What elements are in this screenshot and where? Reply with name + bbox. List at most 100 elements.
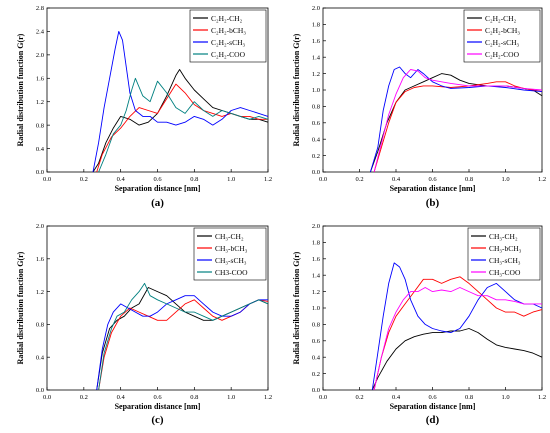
series-line-1	[92, 69, 269, 173]
legend-entry: C₂H₂-sCH₃	[211, 38, 245, 47]
chart-panel-1: 0.0 0.2 0.4 0.6 0.8 1.0 1.2 0.0 0.4 0.8 1.2 1.6 2.0 2…	[16, 5, 272, 209]
x-tick-label: 0.0	[43, 176, 51, 183]
y-tick-label: 2.0	[312, 5, 320, 12]
legend-entry: CH₃-COO	[489, 268, 521, 277]
y-tick-label: 2.0	[312, 223, 320, 230]
y-tick-label: 1.4	[312, 272, 321, 279]
series-line-3	[92, 30, 269, 173]
y-tick-label: 0.8	[312, 104, 320, 111]
x-tick-label: 0.2	[80, 394, 88, 401]
x-tick-label: 1.2	[538, 394, 546, 401]
y-tick-label: 0.8	[312, 322, 320, 329]
y-tick-label: 0.4	[312, 354, 321, 361]
legend-entry: CH₃-CH₂	[489, 232, 518, 241]
x-tick-label: 0.6	[428, 394, 437, 401]
series-line-4	[98, 77, 269, 173]
y-tick-label: 1.6	[36, 256, 45, 263]
series-line-2	[96, 83, 268, 173]
series-line-2	[373, 276, 543, 391]
y-tick-label: 0.0	[312, 387, 320, 394]
series-line-2	[373, 81, 543, 173]
y-tick-label: 1.2	[36, 289, 44, 296]
y-tick-label: 0.0	[36, 169, 44, 176]
y-tick-label: 0.4	[312, 136, 321, 143]
y-axis-label: Radial distribution function G(r)	[16, 33, 25, 146]
x-tick-label: 0.6	[428, 176, 437, 183]
x-tick-label: 1.0	[227, 394, 235, 401]
x-tick-label: 0.0	[43, 394, 51, 401]
legend-entry: C₂H₂-COO	[211, 50, 246, 59]
x-tick-label: 0.4	[117, 394, 126, 401]
panel-label: (c)	[151, 414, 164, 426]
y-tick-label: 1.8	[312, 240, 320, 247]
y-axis-label: Radial distribution function G(r)	[292, 33, 301, 146]
legend: C₂H₂-CH₂ C₂H₂-bCH₃ C₂H₂-sCH₃ C₂H₂-COO	[463, 9, 541, 63]
legend-entry: CH₃-CH₂	[215, 232, 244, 241]
chart-panel-3: 0.0 0.2 0.4 0.6 0.8 1.0 1.2 0.0 0.4 0.8 1.2 1.6 2.0 S…	[16, 223, 272, 426]
series-line-4	[98, 282, 269, 391]
chart-panel-4: 0.0 0.2 0.4 0.6 0.8 1.0 1.2 0.0 0.2 0.4 0.6 0.8 1.0 1…	[292, 223, 546, 426]
legend-entry: C₂H₂-bCH₃	[211, 26, 246, 35]
series-line-4	[373, 69, 543, 173]
x-tick-label: 0.8	[465, 176, 473, 183]
chart-panel-2: 0.0 0.2 0.4 0.6 0.8 1.0 1.2 0.0 0.2 0.4 0.6 0.8 1.0 1…	[292, 5, 546, 209]
y-axis-label: Radial distribution function G(r)	[292, 251, 301, 364]
x-tick-label: 0.2	[80, 176, 88, 183]
x-tick-label: 1.0	[227, 176, 235, 183]
x-tick-label: 0.6	[153, 394, 162, 401]
series-line-1	[371, 328, 543, 391]
x-tick-label: 0.6	[153, 176, 162, 183]
y-tick-label: 0.0	[312, 169, 320, 176]
y-tick-label: 1.0	[312, 87, 320, 94]
x-axis-label: Separation distance [nm]	[390, 402, 476, 411]
series-line-3	[369, 66, 543, 173]
legend: CH₃-CH₂ CH₃-bCH₃ CH₃-sCH₃ CH3-COO	[193, 227, 267, 281]
legend: C₂H₂-CH₂ C₂H₂-bCH₃ C₂H₂-sCH₃ C₂H₂-COO	[189, 9, 267, 63]
series-line-4	[373, 287, 542, 391]
legend-entry: CH₃-sCH₃	[215, 256, 247, 265]
x-tick-label: 1.2	[264, 394, 272, 401]
legend-entry: CH₃-bCH₃	[489, 244, 522, 253]
y-tick-label: 0.4	[36, 354, 45, 361]
x-tick-label: 0.4	[392, 176, 401, 183]
x-tick-label: 0.8	[190, 176, 198, 183]
series-line-3	[371, 262, 543, 391]
y-tick-label: 1.6	[312, 38, 321, 45]
series-line-1	[96, 287, 269, 391]
x-tick-label: 1.2	[264, 176, 272, 183]
y-tick-label: 2.4	[36, 29, 45, 36]
x-tick-label: 1.0	[501, 176, 509, 183]
x-tick-label: 0.2	[355, 394, 363, 401]
x-tick-label: 0.4	[117, 176, 126, 183]
legend-entry: CH₃-bCH₃	[215, 244, 248, 253]
panel-label: (a)	[151, 197, 164, 209]
legend-box	[193, 227, 267, 281]
x-tick-label: 0.8	[465, 394, 473, 401]
x-tick-label: 1.2	[538, 176, 546, 183]
legend-box	[463, 9, 541, 63]
x-tick-label: 0.4	[392, 394, 401, 401]
y-tick-label: 1.6	[36, 75, 45, 82]
y-axis-label: Radial distribution function G(r)	[16, 251, 25, 364]
y-tick-label: 1.8	[312, 22, 320, 29]
x-tick-label: 0.0	[319, 176, 327, 183]
x-tick-label: 0.8	[190, 394, 198, 401]
y-tick-label: 1.2	[312, 71, 320, 78]
y-tick-label: 0.2	[312, 371, 320, 378]
y-tick-label: 2.8	[36, 5, 44, 12]
y-tick-label: 2.0	[36, 52, 44, 59]
legend-entry: C₂H₂-CH₂	[485, 14, 517, 23]
legend-entry: C₂H₂-bCH₃	[485, 26, 520, 35]
x-tick-label: 0.2	[355, 176, 363, 183]
legend-box	[189, 9, 267, 63]
legend-entry: C₂H₂-COO	[485, 50, 520, 59]
series-line-2	[98, 299, 269, 391]
panel-label: (d)	[426, 414, 440, 426]
y-tick-label: 0.6	[312, 338, 321, 345]
y-tick-label: 1.2	[36, 99, 44, 106]
legend: CH₃-CH₂ CH₃-bCH₃ CH₃-sCH₃ CH₃-COO	[467, 227, 541, 281]
y-tick-label: 0.8	[36, 122, 44, 129]
legend-entry: C₂H₂-sCH₃	[485, 38, 519, 47]
series-line-3	[96, 295, 268, 391]
legend-box	[467, 227, 541, 281]
